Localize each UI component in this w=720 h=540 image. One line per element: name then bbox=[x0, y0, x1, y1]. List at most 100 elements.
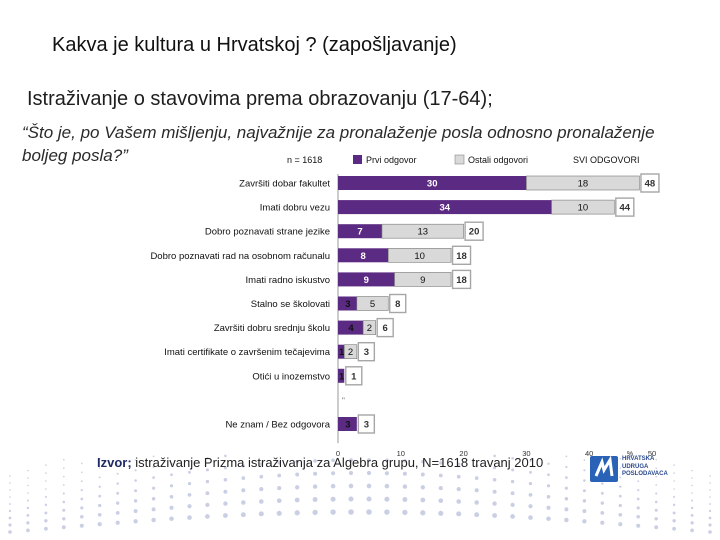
data-label-first: 8 bbox=[360, 251, 365, 262]
data-label-other: 18 bbox=[578, 179, 589, 190]
decorative-dot bbox=[420, 485, 425, 490]
survey-subtitle: Istraživanje o stavovima prema obrazovan… bbox=[27, 88, 493, 110]
decorative-dot bbox=[276, 498, 282, 504]
x-tick-stray: % bbox=[627, 451, 633, 458]
decorative-dot bbox=[187, 504, 192, 509]
decorative-dot bbox=[63, 475, 65, 478]
decorative-dot bbox=[691, 492, 693, 494]
decorative-dot bbox=[187, 493, 192, 497]
x-tick-label: 10 bbox=[397, 449, 405, 458]
decorative-dot bbox=[709, 475, 711, 477]
x-tick-label: 40 bbox=[585, 449, 593, 458]
x-tick-label: 50 bbox=[648, 449, 656, 458]
decorative-dot bbox=[493, 466, 497, 470]
bar-first-answer bbox=[338, 344, 345, 359]
decorative-dot bbox=[691, 469, 693, 472]
decorative-dot bbox=[690, 521, 694, 525]
decorative-dot bbox=[170, 462, 173, 465]
decorative-dot bbox=[98, 457, 101, 460]
decorative-dot bbox=[457, 462, 461, 466]
decorative-dot bbox=[637, 471, 639, 474]
hup-logo bbox=[590, 455, 618, 482]
decorative-dot bbox=[133, 499, 138, 503]
decorative-dot bbox=[80, 480, 83, 483]
decorative-dot bbox=[600, 491, 604, 495]
decorative-dot bbox=[673, 480, 675, 482]
decorative-dot bbox=[654, 517, 658, 521]
logo-line: HRVATSKA bbox=[622, 456, 655, 462]
decorative-dot bbox=[223, 489, 228, 494]
data-label-first: 1 bbox=[339, 371, 345, 382]
decorative-dot bbox=[80, 515, 84, 519]
bar-first-answer bbox=[338, 200, 552, 215]
category-label: Imati dobru vezu bbox=[260, 203, 330, 214]
decorative-dot bbox=[673, 495, 676, 498]
bar-other-answers bbox=[526, 175, 640, 191]
decorative-dot bbox=[348, 496, 354, 502]
decorative-dot bbox=[511, 468, 515, 472]
bar-other-answers bbox=[387, 248, 452, 263]
decorative-dot bbox=[348, 483, 354, 489]
decorative-dot bbox=[9, 496, 11, 498]
decorative-dot bbox=[133, 509, 138, 514]
decorative-dot bbox=[241, 476, 246, 480]
decorative-dot bbox=[205, 491, 210, 496]
decorative-dot bbox=[313, 459, 317, 463]
data-label-other: 10 bbox=[578, 203, 589, 214]
total-badge bbox=[389, 293, 407, 314]
decorative-dot bbox=[170, 473, 173, 477]
category-label: Završiti dobar fakultet bbox=[239, 179, 330, 190]
decorative-dot bbox=[44, 519, 48, 523]
decorative-dot bbox=[583, 459, 586, 461]
decorative-dot bbox=[438, 498, 444, 504]
total-badge bbox=[451, 269, 472, 290]
decorative-dot bbox=[26, 499, 29, 502]
decorative-dot bbox=[366, 496, 372, 502]
decorative-dot bbox=[619, 467, 622, 469]
decorative-dot bbox=[384, 509, 390, 515]
decorative-dot bbox=[205, 468, 209, 472]
decorative-dot bbox=[277, 485, 282, 491]
decorative-dot bbox=[529, 470, 532, 474]
data-label-first: 1 bbox=[339, 347, 345, 358]
decorative-dot bbox=[349, 458, 353, 462]
decorative-dot bbox=[475, 464, 479, 468]
decorative-dot bbox=[27, 477, 29, 479]
decorative-dot bbox=[528, 481, 533, 486]
bar-other-answers bbox=[381, 223, 464, 239]
decorative-dot bbox=[492, 477, 497, 482]
decorative-dot bbox=[529, 459, 532, 463]
decorative-dot bbox=[384, 496, 390, 502]
bar-first-answer bbox=[338, 320, 364, 335]
decorative-dot bbox=[62, 517, 66, 521]
logo-line: POSLODAVACA bbox=[622, 471, 668, 477]
decorative-dot bbox=[655, 475, 657, 478]
decorative-dot bbox=[672, 511, 676, 515]
decorative-dot bbox=[294, 497, 300, 503]
decorative-dot bbox=[637, 462, 639, 465]
decorative-dot bbox=[152, 476, 155, 479]
decorative-dot bbox=[187, 481, 192, 486]
bar-first-answer bbox=[338, 248, 389, 263]
decorative-dot bbox=[152, 455, 155, 458]
decorative-dot bbox=[637, 488, 640, 492]
decorative-dot bbox=[528, 504, 533, 509]
decorative-dot bbox=[546, 494, 551, 499]
decorative-dot bbox=[8, 516, 12, 520]
decorative-dot bbox=[474, 512, 480, 518]
bar-first-answer bbox=[338, 417, 357, 431]
category-label: Stalno se školovati bbox=[251, 299, 330, 310]
decorative-dot bbox=[241, 464, 245, 468]
bar-other-answers bbox=[356, 296, 389, 311]
data-label-total: 18 bbox=[456, 275, 467, 286]
decorative-dot bbox=[384, 483, 390, 489]
decorative-dot bbox=[654, 508, 658, 512]
total-badge bbox=[345, 366, 363, 386]
decorative-dot bbox=[62, 508, 66, 512]
decorative-dot bbox=[81, 462, 83, 465]
decorative-dot bbox=[672, 526, 676, 531]
decorative-dot bbox=[8, 509, 12, 513]
decorative-dot bbox=[169, 505, 174, 510]
